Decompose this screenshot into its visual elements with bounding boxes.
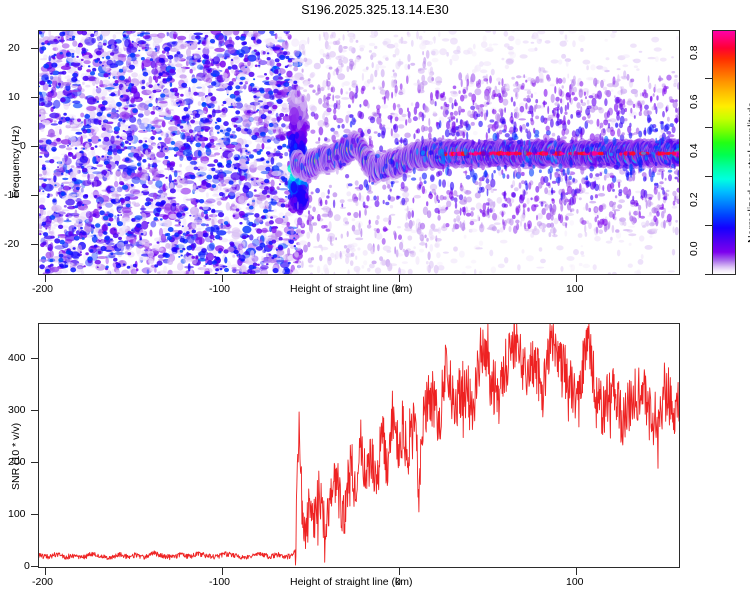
spectrogram-panel xyxy=(38,30,680,275)
snr-panel xyxy=(38,323,680,568)
snr-y-tick-200: 200 xyxy=(8,456,26,468)
cbar-tick-08: 0.8 xyxy=(688,45,700,60)
y-tick-0: 0 xyxy=(20,140,26,152)
x-tick-neg200: -200 xyxy=(32,283,54,295)
colorbar xyxy=(712,30,736,275)
snr-x-tick-100: 100 xyxy=(566,576,584,588)
cbar-tick-06: 0.6 xyxy=(688,94,700,109)
y-tick-neg10: -10 xyxy=(4,189,20,201)
spectrogram-xlabel: Height of straight line (km) xyxy=(290,283,413,295)
y-tick-20: 20 xyxy=(8,42,20,54)
snr-y-tick-300: 300 xyxy=(8,404,26,416)
spectrogram-image xyxy=(39,31,679,274)
snr-x-tick-neg200: -200 xyxy=(32,576,54,588)
spectrogram-canvas xyxy=(39,31,679,274)
snr-y-tick-100: 100 xyxy=(8,508,26,520)
x-tick-0: 0 xyxy=(395,283,401,295)
snr-y-tick-400: 400 xyxy=(8,352,26,364)
cbar-tick-02: 0.2 xyxy=(688,192,700,207)
snr-ylabel: SNR (10 * v/v) xyxy=(10,422,22,490)
y-tick-neg20: -20 xyxy=(4,238,20,250)
snr-line-plot xyxy=(39,324,679,566)
snr-xlabel: Height of straight line (km) xyxy=(290,576,413,588)
figure-title: S196.2025.325.13.14.E30 xyxy=(301,3,449,17)
snr-y-tick-0: 0 xyxy=(24,560,30,572)
x-tick-neg100: -100 xyxy=(209,283,231,295)
x-tick-100: 100 xyxy=(566,283,584,295)
cbar-tick-04: 0.4 xyxy=(688,143,700,158)
y-tick-10: 10 xyxy=(8,91,20,103)
colorbar-gradient xyxy=(713,31,735,274)
spectrogram-ylabel: Frequency (Hz) xyxy=(10,125,22,198)
colorbar-label: Normalized spectral amplitude xyxy=(746,101,750,243)
snr-x-tick-neg100: -100 xyxy=(209,576,231,588)
cbar-tick-0: 0.0 xyxy=(688,241,700,256)
snr-canvas xyxy=(39,324,679,567)
snr-x-tick-0: 0 xyxy=(395,576,401,588)
